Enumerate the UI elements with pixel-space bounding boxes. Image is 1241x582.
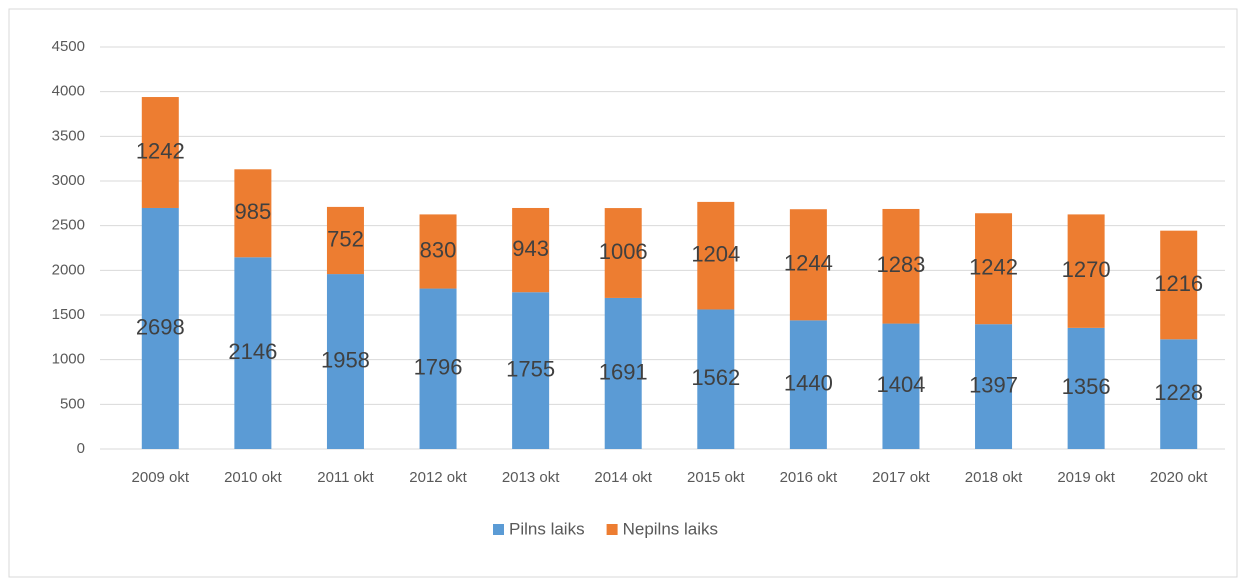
bar-segment [512,207,550,293]
data-label: 1216 [1154,271,1203,296]
data-label: 943 [512,236,549,261]
bar-segment [697,201,735,310]
y-tick-label: 2000 [52,261,85,278]
data-label: 1440 [784,370,833,395]
y-tick-label: 500 [60,395,85,412]
x-tick-label: 2015 okt [687,469,745,486]
y-tick-label: 4500 [52,38,85,55]
x-tick-label: 2010 okt [224,469,282,486]
data-label: 1228 [1154,380,1203,405]
bar-segment [141,97,179,208]
bar-segment [512,292,550,449]
bar-segment [141,207,179,449]
x-tick-label: 2009 okt [132,469,190,486]
bar-segment [234,257,272,449]
bar-segment [1160,230,1198,340]
bar-segment [604,297,642,449]
bar-segment [697,309,735,449]
data-label: 2146 [228,339,277,364]
bar-segment [789,209,827,321]
data-label: 985 [235,199,272,224]
data-label: 752 [327,226,364,251]
y-tick-label: 2500 [52,217,85,234]
x-tick-label: 2019 okt [1057,469,1115,486]
data-label: 1006 [599,239,648,264]
bar-segment [1160,339,1198,449]
legend-label: Pilns laiks [509,519,585,538]
legend-label: Nepilns laiks [623,519,718,538]
data-label: 1242 [136,138,185,163]
bar-segment [882,323,920,449]
y-tick-label: 1500 [52,306,85,323]
x-tick-label: 2016 okt [780,469,838,486]
legend-swatch [606,524,618,535]
data-label: 1796 [414,355,463,380]
chart-border [8,8,1238,578]
x-tick-label: 2020 okt [1150,469,1208,486]
bar-segment [975,213,1013,325]
x-tick-label: 2012 okt [409,469,467,486]
data-label: 1562 [691,365,740,390]
data-label: 1283 [876,252,925,277]
bar-segment [975,324,1013,449]
bar-segment [882,208,920,324]
bar-segment [234,169,272,258]
y-tick-label: 0 [77,440,85,457]
data-label: 830 [420,237,457,262]
data-label: 1270 [1062,257,1111,282]
data-label: 1691 [599,359,648,384]
data-label: 1204 [691,241,740,266]
data-label: 1242 [969,255,1018,280]
bar-segment [419,214,457,289]
data-label: 1397 [969,372,1018,397]
bar-segment [1067,214,1105,328]
data-label: 1356 [1062,374,1111,399]
x-tick-label: 2014 okt [594,469,652,486]
legend-swatch [493,524,504,535]
bar-segment [789,320,827,449]
data-label: 1244 [784,251,833,276]
y-tick-label: 1000 [52,351,85,368]
y-tick-label: 3000 [52,172,85,189]
bar-segment [604,208,642,298]
bar-segment [326,206,364,275]
bar-segment [1067,327,1105,449]
data-label: 1755 [506,356,555,381]
y-tick-label: 4000 [52,83,85,100]
bar-segment [326,274,364,449]
data-label: 1958 [321,347,370,372]
y-tick-label: 3500 [52,127,85,144]
x-tick-label: 2017 okt [872,469,930,486]
x-tick-label: 2011 okt [317,469,374,486]
data-label: 2698 [136,314,185,339]
x-tick-label: 2013 okt [502,469,560,486]
bar-segment [419,288,457,449]
data-label: 1404 [876,372,925,397]
x-tick-label: 2018 okt [965,469,1023,486]
